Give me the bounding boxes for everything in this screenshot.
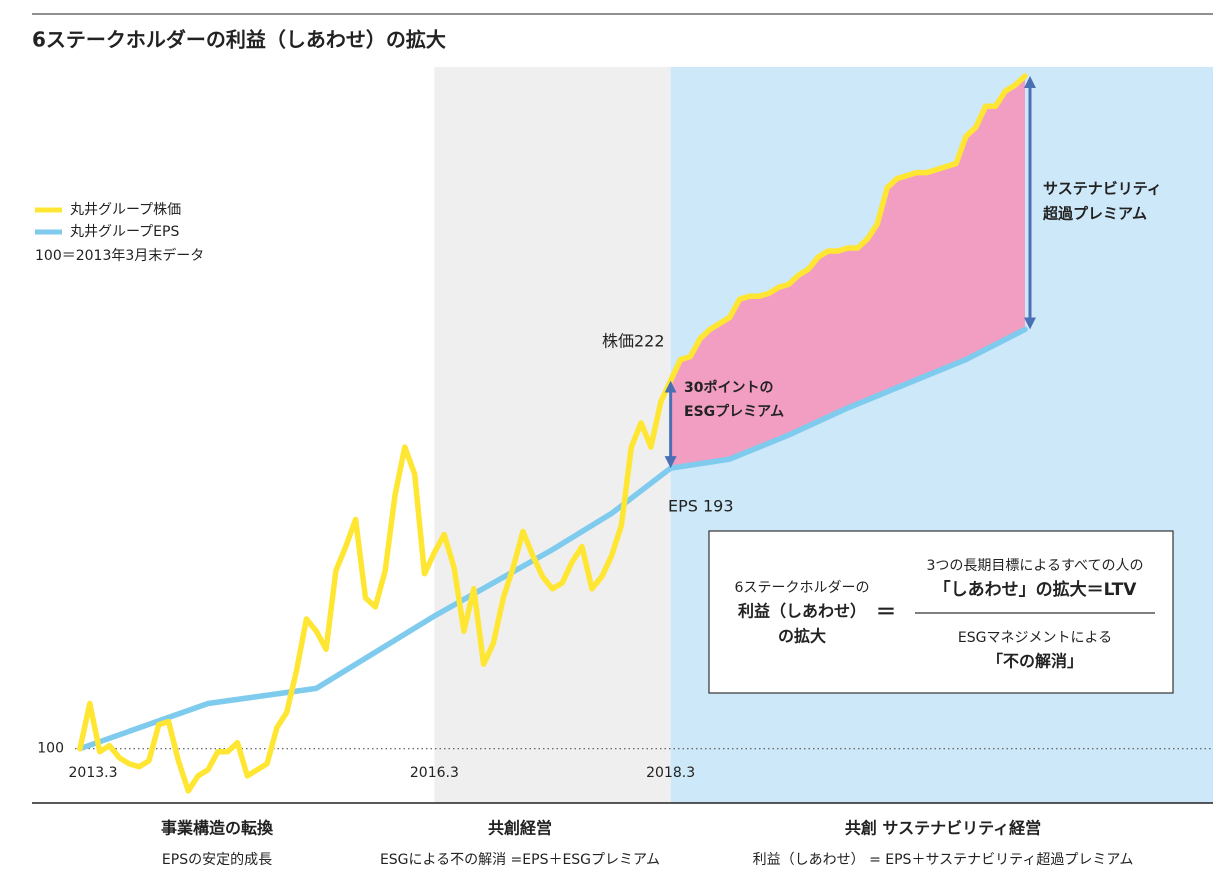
- formula-numerator: 「しあわせ」の拡大＝LTV: [934, 579, 1138, 600]
- phase-description: 利益（しあわせ） = EPS＋サステナビリティ超過プレミアム: [753, 852, 1134, 868]
- sustainability-premium-label: サステナビリティ: [1043, 180, 1162, 198]
- legend-label: 丸井グループEPS: [70, 224, 179, 240]
- legend-label: 丸井グループ株価: [70, 202, 181, 218]
- phase-description: EPSの安定的成長: [162, 852, 272, 868]
- formula-left: 6ステークホルダーの: [735, 580, 870, 596]
- sustainability-premium-label: 超過プレミアム: [1042, 205, 1147, 223]
- series-line: [77, 73, 1028, 794]
- phase-title: 共創 サステナビリティ経営: [845, 819, 1041, 838]
- esg-premium-label: 30ポイントの: [684, 379, 773, 396]
- phase-title: 共創経営: [488, 819, 552, 838]
- period-band: [434, 67, 671, 803]
- x-tick-label: 2013.3: [69, 765, 118, 781]
- formula-numerator: 3つの長期目標によるすべての人の: [927, 558, 1144, 574]
- formula-left: 利益（しあわせ）: [738, 602, 866, 621]
- price-annotation: 株価222: [602, 332, 665, 351]
- plot: 100 2013.3 2016.3 2018.3: [37, 73, 1213, 794]
- esg-premium-label: ESGプレミアム: [684, 404, 784, 420]
- formula-denominator: ESGマネジメントによる: [958, 630, 1112, 646]
- legend-note: 100＝2013年3月末データ: [35, 247, 204, 264]
- formula-denominator: 「不の解消」: [987, 652, 1083, 671]
- formula-left: の拡大: [778, 627, 826, 646]
- x-tick-label: 2018.3: [646, 765, 695, 781]
- y-tick-label: 100: [37, 741, 64, 757]
- chart-title: 6ステークホルダーの利益（しあわせ）の拡大: [32, 28, 446, 52]
- phase-description: ESGによる不の解消 =EPS＋ESGプレミアム: [380, 852, 660, 868]
- eps-annotation: EPS 193: [668, 497, 734, 516]
- formula-box: [708, 530, 1174, 694]
- x-tick-label: 2016.3: [410, 765, 459, 781]
- series-line: [77, 326, 1028, 752]
- phase-title: 事業構造の転換: [161, 819, 274, 838]
- formula-equals: ＝: [876, 600, 896, 624]
